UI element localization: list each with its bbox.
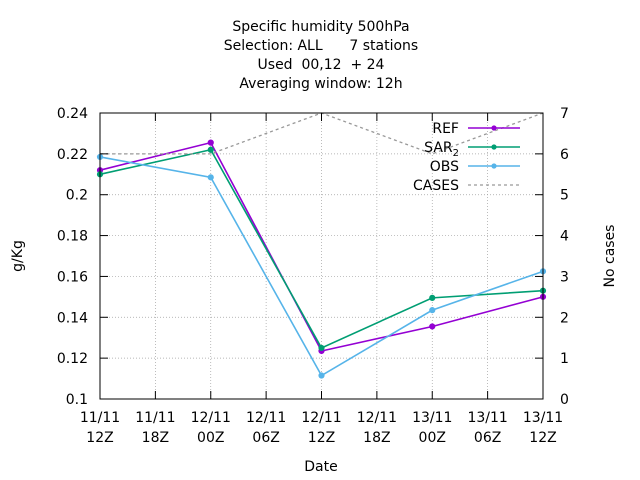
title-line: Used 00,12 + 24 (258, 57, 385, 73)
y2-tick-label: 3 (560, 269, 569, 285)
legend-marker-ref (491, 125, 497, 131)
y-tick-label: 0.24 (57, 106, 88, 122)
y-tick-label: 0.16 (57, 269, 88, 285)
x-tick-label-date: 13/11 (412, 410, 452, 426)
x-tick-label-hour: 18Z (142, 430, 169, 446)
x-tick-label-hour: 00Z (197, 430, 224, 446)
legend-label-ref: REF (432, 121, 459, 137)
data-point-obs (207, 174, 214, 181)
chart-title: Specific humidity 500hPa Selection: ALL 7… (224, 19, 418, 92)
y2-tick-label: 6 (560, 147, 569, 163)
y-axis-label: g/Kg (10, 240, 26, 272)
y2-tick-label: 7 (560, 106, 569, 122)
x-tick-label-date: 13/11 (467, 410, 507, 426)
axes: 0.1 0.12 0.14 0.16 0.18 0.2 0.22 0.24 0 1 2 3 4 5 6 7 11… (57, 106, 569, 446)
y-tick-label: 0.18 (57, 229, 88, 245)
x-axis-label: Date (304, 459, 337, 475)
legend-label-sar: SAR2 (424, 140, 459, 159)
y-tick-label: 0.22 (57, 147, 88, 163)
x-tick-label-hour: 00Z (419, 430, 446, 446)
x-tick-label-hour: 12Z (529, 430, 556, 446)
x-tick-label-date: 12/11 (246, 410, 286, 426)
y-tick-label: 0.2 (66, 188, 88, 204)
x-tick-label-date: 12/11 (191, 410, 231, 426)
data-point-sar (318, 344, 325, 352)
legend-marker-obs (491, 163, 497, 169)
legend-label-cases: CASES (413, 178, 459, 194)
y2-tick-label: 5 (560, 188, 569, 204)
x-tick-label-hour: 06Z (474, 430, 501, 446)
data-point-obs (318, 372, 325, 379)
data-point-ref (207, 139, 214, 146)
y-tick-label: 0.14 (57, 310, 88, 326)
y2-tick-label: 2 (560, 310, 569, 326)
y2-axis-label: No cases (602, 225, 618, 288)
y2-tick-label: 4 (560, 229, 569, 245)
data-point-sar (207, 146, 214, 153)
data-point-ref (429, 323, 436, 330)
y-tick-label: 0.1 (66, 392, 88, 408)
y2-tick-label: 1 (560, 351, 569, 367)
legend-label-obs: OBS (430, 159, 459, 175)
x-tick-label-date: 11/11 (135, 410, 175, 426)
x-tick-label-date: 12/11 (357, 410, 397, 426)
title-line: Specific humidity 500hPa (232, 19, 409, 35)
title-line: Selection: ALL 7 stations (224, 38, 418, 54)
data-point-obs (429, 307, 436, 314)
grid (100, 113, 543, 399)
x-tick-label-date: 11/11 (80, 410, 120, 426)
x-tick-label-hour: 12Z (308, 430, 335, 446)
y2-tick-label: 0 (560, 392, 569, 408)
x-tick-label-hour: 12Z (86, 430, 113, 446)
data-point-sar (429, 294, 436, 301)
legend-marker-sar (491, 144, 497, 150)
x-tick-label-hour: 06Z (252, 430, 279, 446)
x-tick-label-hour: 18Z (363, 430, 390, 446)
x-tick-label-date: 13/11 (523, 410, 563, 426)
title-line: Averaging window: 12h (239, 76, 402, 92)
y-tick-label: 0.12 (57, 351, 88, 367)
x-tick-label-date: 12/11 (301, 410, 341, 426)
